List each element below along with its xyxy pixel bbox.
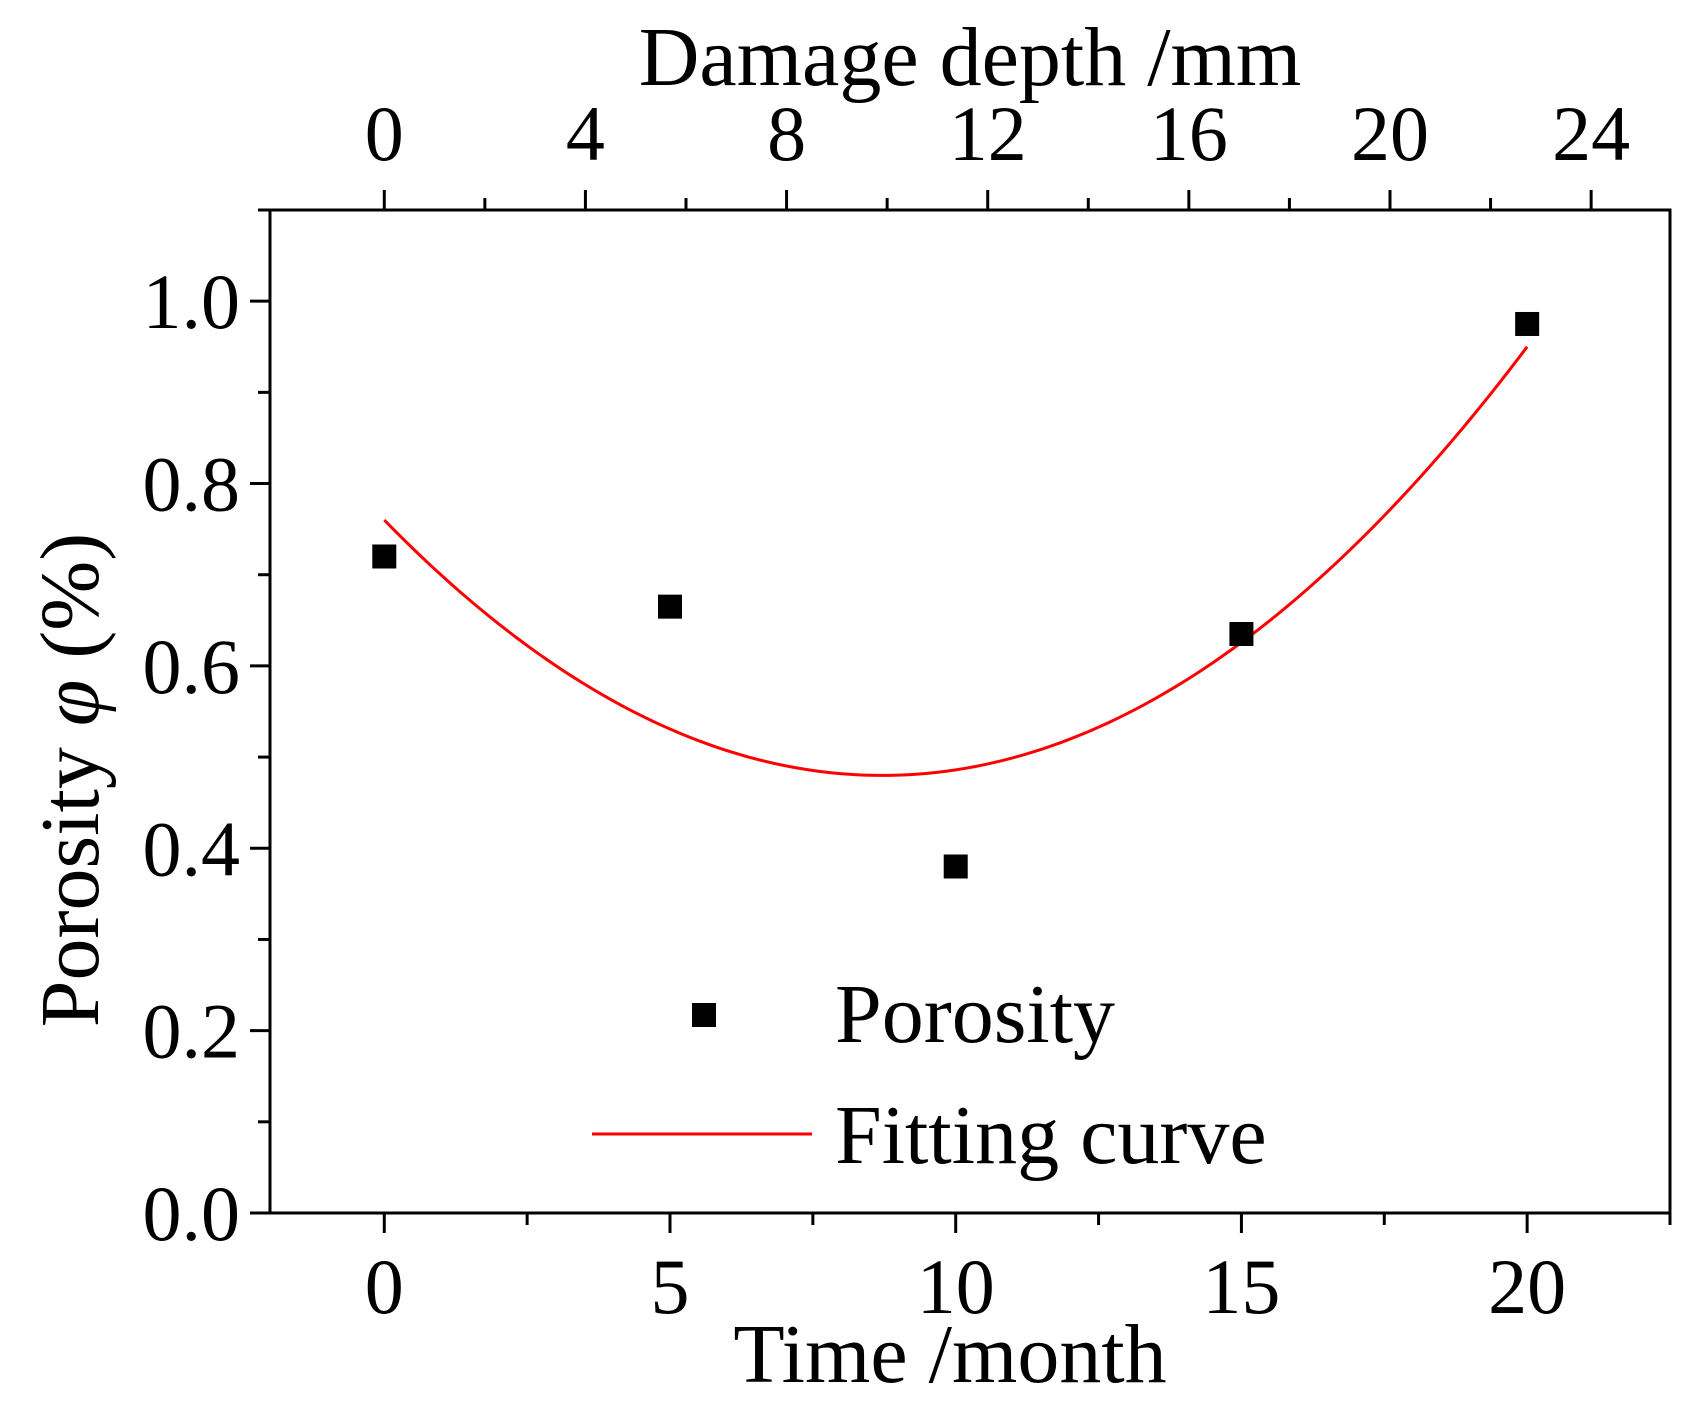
x2-tick-label: 12	[949, 90, 1027, 177]
y-axis-title-suffix: (%)	[24, 533, 117, 680]
plot-series	[372, 311, 1540, 879]
legend-marker-porosity	[692, 1003, 716, 1027]
x2-tick-label: 24	[1552, 90, 1630, 177]
y-tick-label: 0.4	[143, 805, 241, 892]
y-tick-label: 0.2	[143, 988, 241, 1075]
y-axis-title-prefix: Porosity	[24, 726, 117, 1027]
fitting-curve-line	[383, 345, 1529, 777]
y-axis-ticks: 0.0 0.2 0.4 0.6 0.8 1.0	[143, 208, 270, 1257]
porosity-point	[943, 854, 968, 879]
x2-axis-title: Damage depth /mm	[639, 11, 1301, 104]
x2-tick-label: 16	[1150, 90, 1228, 177]
y-tick-label: 1.0	[143, 258, 241, 345]
legend: Porosity Fitting curve	[592, 968, 1267, 1182]
x-tick-label: 5	[651, 1243, 690, 1330]
x2-tick-label: 20	[1351, 90, 1429, 177]
x2-tick-label: 4	[566, 90, 605, 177]
x-tick-label: 0	[365, 1243, 404, 1330]
plot-frame	[268, 208, 1672, 1215]
legend-label-porosity: Porosity	[835, 968, 1115, 1061]
y-tick-label: 0.6	[143, 623, 241, 710]
x2-axis-ticks: 0 4 8 12 16 20 24	[365, 90, 1630, 210]
x2-tick-label: 0	[365, 90, 404, 177]
porosity-point	[658, 594, 682, 619]
legend-label-fitting-curve: Fitting curve	[835, 1089, 1267, 1182]
porosity-point	[1229, 621, 1254, 646]
porosity-point	[1515, 311, 1540, 336]
x-axis-ticks: 0 5 10 15 20	[365, 1213, 1672, 1330]
y-tick-label: 0.0	[143, 1170, 241, 1257]
x-tick-label: 15	[1202, 1243, 1280, 1330]
x2-tick-label: 8	[767, 90, 806, 177]
y-tick-label: 0.8	[143, 441, 241, 528]
y-axis-title: Porosity φ (%)	[24, 533, 117, 1027]
porosity-point	[372, 544, 397, 569]
x-axis-title: Time /month	[733, 1308, 1166, 1401]
x-tick-label: 10	[917, 1243, 995, 1330]
x-tick-label: 20	[1488, 1243, 1566, 1330]
y-axis-title-symbol: φ	[24, 680, 117, 726]
